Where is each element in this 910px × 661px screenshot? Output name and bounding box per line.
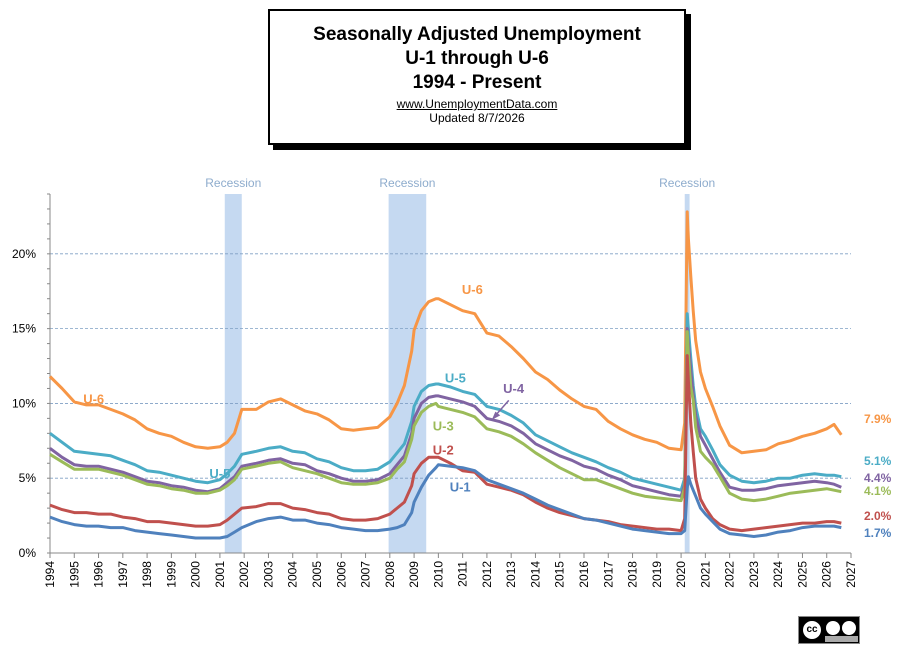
x-tick-label: 2015 bbox=[553, 561, 567, 588]
x-tick-label: 2023 bbox=[747, 561, 761, 588]
series-label-u-6-1: U-6 bbox=[462, 282, 483, 297]
x-tick-label: 1997 bbox=[116, 561, 130, 588]
series-label-u-4-4: U-4 bbox=[503, 381, 525, 396]
x-tick-label: 2022 bbox=[723, 561, 737, 588]
end-label-u-2: 2.0% bbox=[864, 509, 892, 523]
x-tick-label: 2017 bbox=[601, 561, 615, 588]
x-tick-label: 1995 bbox=[67, 561, 81, 588]
title-box: Seasonally Adjusted Unemployment U-1 thr… bbox=[268, 9, 686, 145]
y-tick-label: 10% bbox=[12, 396, 36, 410]
y-tick-label: 15% bbox=[12, 322, 36, 336]
u4-pointer-arrowhead bbox=[491, 411, 501, 420]
x-tick-label: 2013 bbox=[504, 561, 518, 588]
recession-label-3: Recession bbox=[659, 176, 715, 190]
x-tick-label: 2007 bbox=[359, 561, 373, 588]
axes-group: 0% 5% 10% 15% 20% 1994 1995 1996 1997 1998 1999 200… bbox=[12, 193, 858, 588]
x-tick-label: 2003 bbox=[261, 561, 275, 588]
x-tick-label: 2024 bbox=[771, 561, 785, 588]
end-label-u-6: 7.9% bbox=[864, 412, 892, 426]
series-lines-group bbox=[48, 210, 843, 540]
x-tick-label: 2016 bbox=[577, 561, 591, 588]
series-label-u-5-2: U-5 bbox=[209, 466, 230, 481]
series-label-u-5-3: U-5 bbox=[445, 370, 466, 385]
series-label-u-2-6: U-2 bbox=[433, 442, 454, 457]
x-tick-label: 2021 bbox=[698, 561, 712, 588]
series-line-u-6 bbox=[48, 210, 843, 455]
series-line-u-5 bbox=[49, 312, 842, 492]
x-tick-label: 2014 bbox=[528, 561, 542, 588]
series-label-u-1-7: U-1 bbox=[450, 480, 471, 495]
creative-commons-by-sa-icon[interactable]: cc bbox=[798, 616, 860, 644]
chart-title-line-3: 1994 - Present bbox=[412, 72, 542, 93]
x-tick-label: 2002 bbox=[237, 561, 251, 588]
end-label-u-3: 4.1% bbox=[864, 484, 892, 498]
x-tick-label: 2025 bbox=[795, 561, 809, 588]
x-tick-label: 2001 bbox=[213, 561, 227, 588]
chart-title-line-1: Seasonally Adjusted Unemployment bbox=[313, 24, 641, 45]
gridlines-group bbox=[50, 253, 851, 479]
x-tick-label: 2010 bbox=[431, 561, 445, 588]
series-label-u-3-5: U-3 bbox=[433, 418, 454, 433]
recession-band-1 bbox=[224, 194, 242, 553]
series-line-u-3 bbox=[49, 330, 842, 503]
x-tick-label: 2020 bbox=[674, 561, 688, 588]
recession-shading-group: Recession Recession Recession bbox=[205, 176, 715, 553]
x-tick-label: 1996 bbox=[92, 561, 106, 588]
x-tick-label: 2011 bbox=[456, 561, 470, 587]
x-tick-label: 2000 bbox=[189, 561, 203, 588]
chart-title-line-2: U-1 through U-6 bbox=[405, 48, 549, 69]
labels-group: 7.9% 5.1% 4.4%4.1% 2.0% 1.7% U-6 U-6 U-5 U-5 U-4 U… bbox=[83, 282, 891, 540]
end-label-u-4: 4.4% bbox=[864, 471, 892, 485]
y-tick-label: 0% bbox=[19, 546, 37, 560]
end-label-u-5: 5.1% bbox=[864, 454, 892, 468]
x-tick-label: 2006 bbox=[334, 561, 348, 588]
x-tick-label: 2008 bbox=[383, 561, 397, 588]
series-line-u-1 bbox=[49, 463, 842, 540]
x-tick-label: 2019 bbox=[650, 561, 664, 588]
y-tick-label: 5% bbox=[19, 471, 37, 485]
series-label-u-6-0: U-6 bbox=[83, 391, 104, 406]
x-tick-label: 1998 bbox=[140, 561, 154, 588]
series-line-u-4 bbox=[49, 327, 842, 498]
updated-date: Updated 8/7/2026 bbox=[429, 111, 525, 125]
x-tick-label: 2004 bbox=[286, 561, 300, 588]
recession-label-1: Recession bbox=[205, 176, 261, 190]
series-line-u-2 bbox=[49, 354, 842, 533]
recession-label-2: Recession bbox=[379, 176, 435, 190]
x-tick-label: 1999 bbox=[164, 561, 178, 588]
end-label-u-1: 1.7% bbox=[864, 526, 892, 540]
x-tick-label: 2009 bbox=[407, 561, 421, 588]
x-tick-label: 2012 bbox=[480, 561, 494, 588]
x-tick-label: 2018 bbox=[626, 561, 640, 588]
x-tick-label: 1994 bbox=[43, 561, 57, 588]
x-tick-label: 2027 bbox=[844, 561, 858, 588]
x-tick-label: 2005 bbox=[310, 561, 324, 588]
x-tick-label: 2026 bbox=[820, 561, 834, 588]
source-url-link[interactable]: www.UnemploymentData.com bbox=[396, 97, 558, 111]
y-tick-label: 20% bbox=[12, 247, 36, 261]
